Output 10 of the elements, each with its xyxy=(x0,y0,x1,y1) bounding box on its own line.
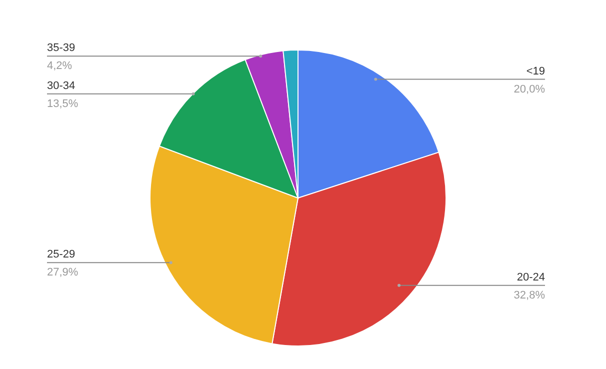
slice-label: <19 xyxy=(526,65,545,78)
slice-label: 35-39 xyxy=(47,42,76,54)
data-label: 32,8% xyxy=(514,289,546,302)
data-label: 4,2% xyxy=(47,60,72,72)
data-label: 27,9% xyxy=(47,266,78,279)
slice-label: 25-29 xyxy=(47,248,76,261)
data-label: 13,5% xyxy=(47,98,78,110)
data-label: 20,0% xyxy=(514,83,546,96)
slice-label: 20-24 xyxy=(516,271,545,284)
slice-label: 30-34 xyxy=(47,80,76,92)
